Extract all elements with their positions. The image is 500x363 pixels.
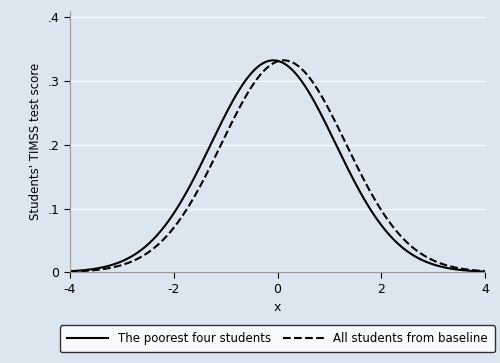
The poorest four students [398, 245, 404, 249]
Line: The poorest four students: The poorest four students [70, 60, 485, 272]
All students from baseline [398, 235, 404, 239]
Y-axis label: Students' TIMSS test score: Students' TIMSS test score [29, 63, 42, 220]
X-axis label: x: x [274, 301, 281, 314]
All students from baseline [352, 161, 358, 165]
The poorest four students [235, 90, 241, 94]
The poorest four students [270, 58, 276, 62]
The poorest four students [352, 181, 358, 185]
The poorest four students [67, 269, 73, 273]
The poorest four students [482, 269, 488, 274]
All students from baseline [482, 269, 488, 273]
All students from baseline [235, 109, 241, 113]
All students from baseline [250, 83, 256, 87]
All students from baseline [391, 226, 397, 231]
All students from baseline [67, 269, 73, 274]
The poorest four students [110, 262, 116, 267]
All students from baseline [110, 265, 116, 270]
Line: All students from baseline: All students from baseline [70, 60, 485, 272]
The poorest four students [250, 69, 256, 74]
The poorest four students [391, 238, 397, 242]
Legend: The poorest four students, All students from baseline: The poorest four students, All students … [60, 325, 495, 352]
All students from baseline [280, 58, 286, 62]
